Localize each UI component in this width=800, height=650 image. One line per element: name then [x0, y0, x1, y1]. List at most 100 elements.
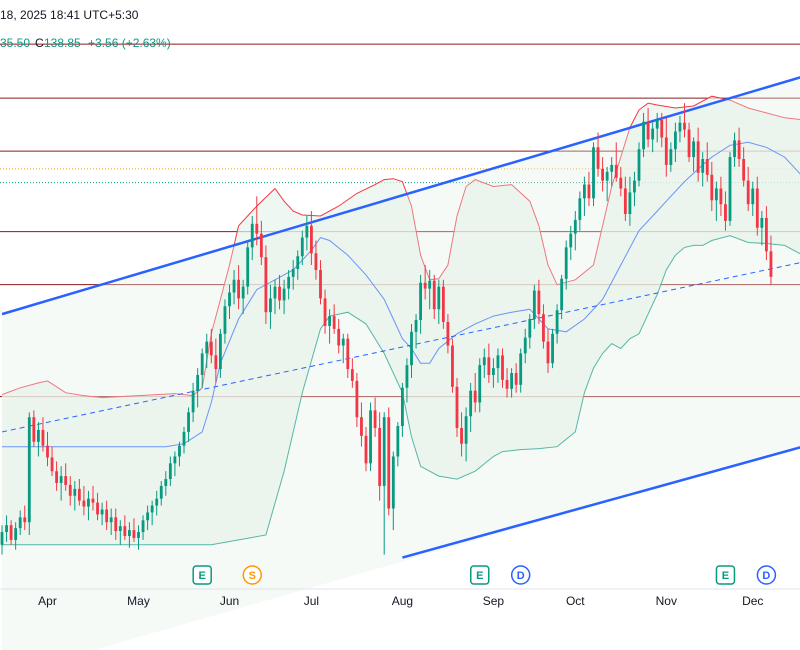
- candle-body: [660, 119, 664, 138]
- candle-body: [387, 417, 391, 509]
- candle-body: [178, 445, 181, 457]
- candle-body: [710, 174, 714, 201]
- candle-body: [82, 500, 86, 507]
- candle-body: [614, 164, 618, 178]
- candle-body: [0, 532, 4, 545]
- candle-body: [419, 282, 423, 321]
- candle-body: [173, 456, 177, 464]
- candle-body: [264, 257, 268, 313]
- bb-basis-line: [2, 141, 800, 448]
- candle-body: [141, 520, 145, 533]
- event-marker-label: E: [476, 570, 483, 582]
- event-marker-label: S: [249, 570, 256, 582]
- candle-body: [296, 256, 300, 269]
- channel-lower-line[interactable]: [402, 446, 800, 559]
- candle-body: [446, 321, 450, 346]
- candle-body: [269, 298, 272, 313]
- trend-channel[interactable]: [1, 76, 800, 650]
- candle-body: [18, 517, 22, 529]
- x-tick-label: Oct: [566, 594, 585, 608]
- event-marker-e[interactable]: E: [715, 565, 736, 585]
- time-axis[interactable]: Apr May Jun Jul Aug Sep Oct Nov Dec: [38, 594, 763, 608]
- event-badge: [510, 565, 531, 585]
- candle-body: [428, 280, 432, 289]
- candle-body: [646, 121, 650, 140]
- candle-body: [241, 286, 245, 299]
- candle-body: [350, 369, 354, 381]
- candle-body: [287, 276, 291, 289]
- candle-body: [228, 292, 231, 307]
- candle-body: [378, 428, 382, 486]
- candle-body: [59, 476, 63, 483]
- candle-body: [455, 386, 459, 429]
- candle-body: [673, 131, 677, 150]
- ohlc-header: 18, 2025 18:41 UTC+5:30 35.50 C 138.85 +…: [0, 8, 171, 50]
- candle-body: [769, 251, 773, 277]
- candle-body: [182, 431, 186, 446]
- event-marker-d[interactable]: D: [510, 565, 531, 585]
- candle-body: [314, 253, 318, 270]
- candle-body: [564, 247, 568, 279]
- event-marker-e[interactable]: E: [192, 565, 212, 585]
- bollinger-bands: [1, 95, 800, 546]
- candle-body: [683, 122, 686, 130]
- candle-body: [592, 147, 595, 199]
- header-low-value: 35.50: [0, 36, 30, 50]
- candle-body: [109, 517, 113, 523]
- candle-body: [764, 217, 768, 252]
- earnings-badge: [192, 565, 212, 585]
- candle-body: [223, 306, 227, 334]
- candle-body: [701, 159, 705, 173]
- candle-body: [391, 456, 395, 509]
- candle-body: [464, 416, 468, 444]
- candle-body: [196, 375, 200, 391]
- candle-body: [423, 282, 427, 289]
- event-marker-label: D: [762, 570, 770, 582]
- event-marker-s[interactable]: S: [242, 565, 262, 585]
- candle-body: [14, 528, 18, 540]
- candle-body: [259, 233, 263, 258]
- candle-body: [87, 498, 90, 507]
- candle-body: [118, 526, 122, 532]
- candle-body: [537, 290, 541, 315]
- candle-body: [441, 286, 445, 322]
- event-marker-e[interactable]: E: [470, 565, 490, 585]
- candle-body: [678, 122, 682, 132]
- x-tick-label: Jun: [220, 594, 239, 608]
- candle-body: [619, 177, 623, 189]
- candle-body: [164, 479, 168, 486]
- header-change: +3.56 (+2.63%): [88, 36, 171, 50]
- candle-body: [291, 268, 295, 277]
- candle-body: [191, 390, 195, 413]
- channel-upper-line[interactable]: [1, 76, 800, 316]
- candle-body: [200, 353, 204, 375]
- candle-body: [187, 412, 190, 432]
- candle-body: [542, 314, 545, 342]
- candle-body: [437, 286, 441, 310]
- candle-body: [332, 316, 336, 329]
- candle-body: [159, 485, 163, 499]
- candle-body: [501, 355, 504, 380]
- candle-body: [637, 149, 641, 181]
- event-marker-d[interactable]: D: [756, 565, 777, 585]
- candle-body: [305, 225, 309, 238]
- candle-body: [696, 141, 700, 173]
- candle-body: [687, 129, 691, 158]
- candle-body: [519, 353, 523, 385]
- candle-body: [255, 223, 259, 234]
- candle-body: [728, 157, 732, 221]
- candle-body: [514, 373, 518, 385]
- header-close-label: C: [35, 36, 44, 50]
- candle-body: [137, 532, 140, 538]
- bb-lower-line: [2, 235, 800, 546]
- candle-body: [528, 319, 532, 338]
- event-badge: [756, 565, 777, 585]
- channel-mid-line[interactable]: [1, 262, 800, 433]
- candle-body: [114, 517, 118, 532]
- candle-body: [96, 502, 99, 515]
- candle-body: [5, 525, 8, 533]
- x-tick-label: Dec: [742, 594, 763, 608]
